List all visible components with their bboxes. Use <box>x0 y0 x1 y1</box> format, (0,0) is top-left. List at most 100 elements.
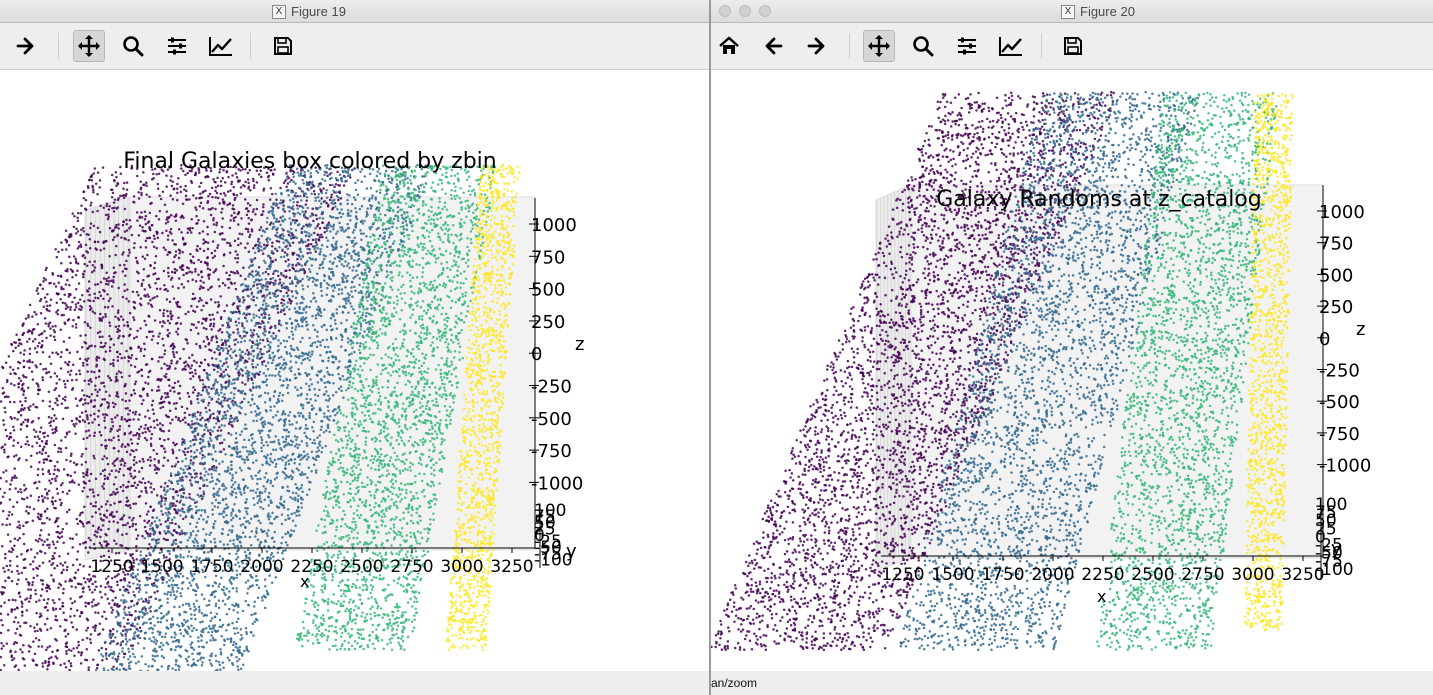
scatter-point <box>67 292 71 296</box>
scatter-point <box>68 480 72 484</box>
scatter-point <box>220 423 223 427</box>
zoom-button[interactable] <box>117 30 149 62</box>
scatter-point <box>331 360 334 364</box>
forward-button[interactable] <box>10 30 42 62</box>
scatter-point <box>86 468 89 471</box>
scatter-point <box>202 304 205 308</box>
scatter-point <box>251 285 255 288</box>
scatter-point <box>123 605 127 609</box>
3d-scatter-plot[interactable]: 10007505002500-250-500-750-1000100755025… <box>0 70 709 673</box>
scatter-point <box>51 540 55 544</box>
scatter-point <box>267 304 270 307</box>
scatter-point <box>84 430 88 433</box>
scatter-point <box>234 250 237 253</box>
scatter-point <box>66 278 69 282</box>
scatter-point <box>166 328 170 332</box>
scatter-point <box>169 194 172 197</box>
scatter-point <box>76 269 79 273</box>
scatter-point <box>93 604 97 607</box>
scatter-point <box>203 261 207 264</box>
scatter-point <box>93 457 96 460</box>
scatter-point <box>102 240 106 243</box>
scatter-point <box>129 346 132 349</box>
scatter-point <box>231 204 235 207</box>
scatter-point <box>76 219 80 223</box>
scatter-point <box>61 417 65 421</box>
pan-button[interactable] <box>73 30 105 62</box>
scatter-point <box>202 492 206 495</box>
scatter-point <box>184 447 187 451</box>
scatter-point <box>59 503 63 507</box>
scatter-point <box>216 419 220 422</box>
scatter-point <box>158 309 162 312</box>
scatter-point <box>326 205 330 208</box>
scatter-point <box>229 189 232 192</box>
scatter-point <box>19 428 23 431</box>
scatter-point <box>141 477 145 480</box>
scatter-point <box>29 494 33 498</box>
scatter-point <box>265 171 269 174</box>
scatter-point <box>331 206 335 210</box>
scatter-point <box>190 271 194 274</box>
scatter-point <box>240 633 243 637</box>
scatter-point <box>5 523 8 527</box>
scatter-point <box>60 535 64 538</box>
scatter-point <box>160 378 163 381</box>
scatter-point <box>71 601 74 605</box>
plot-canvas[interactable]: 1000 750 500 250 0 -250 -500 -750 -1000 100 75 50 25… <box>0 70 709 673</box>
window-titlebar[interactable]: X Figure 19 <box>0 0 709 23</box>
scatter-point <box>226 637 229 641</box>
scatter-point <box>86 626 90 630</box>
scatter-point <box>133 637 137 640</box>
scatter-point <box>240 217 243 220</box>
scatter-point <box>24 621 28 624</box>
scatter-point <box>68 579 71 583</box>
scatter-point <box>340 292 344 295</box>
scatter-point <box>91 605 94 608</box>
scatter-point <box>211 313 214 316</box>
scatter-point <box>9 372 12 376</box>
scatter-point <box>191 391 195 394</box>
scatter-point <box>302 415 305 419</box>
scatter-point <box>93 418 96 421</box>
scatter-point <box>289 302 292 305</box>
scatter-point <box>134 609 137 613</box>
scatter-point <box>7 550 11 553</box>
scatter-point <box>171 450 175 453</box>
edit-axis-button[interactable] <box>205 30 237 62</box>
scatter-point <box>114 375 118 379</box>
scatter-point <box>186 391 190 395</box>
scatter-point <box>313 393 317 396</box>
scatter-point <box>244 227 248 231</box>
scatter-point <box>186 231 189 235</box>
scatter-point <box>28 505 32 509</box>
scatter-point <box>244 366 247 369</box>
scatter-point <box>144 489 148 492</box>
scatter-point <box>212 322 216 325</box>
scatter-point <box>116 392 119 396</box>
scatter-point <box>112 364 115 368</box>
scatter-point <box>227 349 230 353</box>
scatter-point <box>48 479 51 482</box>
scatter-point <box>333 198 336 202</box>
scatter-point <box>91 210 95 214</box>
scatter-point <box>252 333 255 336</box>
scatter-point <box>219 295 222 298</box>
scatter-point <box>98 186 101 189</box>
configure-subplots-button[interactable] <box>161 30 193 62</box>
scatter-point <box>90 600 94 604</box>
scatter-point <box>83 320 87 324</box>
scatter-point <box>142 230 146 233</box>
scatter-point <box>206 484 209 488</box>
scatter-point <box>199 279 202 283</box>
save-button[interactable] <box>267 30 299 62</box>
scatter-point <box>123 579 127 582</box>
scatter-point <box>63 301 67 305</box>
scatter-point <box>221 217 224 220</box>
scatter-point <box>96 390 99 394</box>
scatter-point <box>64 446 68 450</box>
scatter-point <box>116 355 120 359</box>
scatter-point <box>143 288 147 291</box>
scatter-point <box>172 260 175 264</box>
scatter-point <box>80 455 83 458</box>
